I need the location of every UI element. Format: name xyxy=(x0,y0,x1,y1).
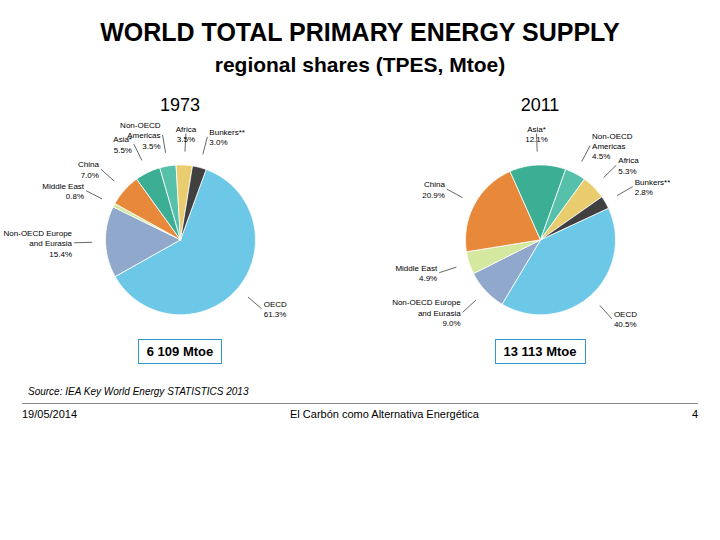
svg-text:China7.0%: China7.0% xyxy=(78,160,99,179)
svg-text:Non-OECDAmericas3.5%: Non-OECDAmericas3.5% xyxy=(120,121,161,151)
svg-text:Non-OECD Europeand Eurasia15.4: Non-OECD Europeand Eurasia15.4% xyxy=(4,229,73,259)
svg-text:Middle East4.9%: Middle East4.9% xyxy=(395,264,438,283)
svg-text:Non-OECD Europeand Eurasia9.0%: Non-OECD Europeand Eurasia9.0% xyxy=(392,298,461,328)
svg-text:Middle East0.8%: Middle East0.8% xyxy=(42,182,85,201)
svg-text:Bunkers**3.0%: Bunkers**3.0% xyxy=(209,128,245,147)
svg-text:Africa5.3%: Africa5.3% xyxy=(618,156,639,175)
svg-text:OECD40.5%: OECD40.5% xyxy=(614,310,637,329)
svg-text:Bunkers**2.8%: Bunkers**2.8% xyxy=(635,178,671,197)
svg-text:OECD61.3%: OECD61.3% xyxy=(264,300,287,319)
svg-text:China20.9%: China20.9% xyxy=(422,180,445,199)
svg-text:Africa3.5%: Africa3.5% xyxy=(176,125,197,144)
svg-text:Asia*12.1%: Asia*12.1% xyxy=(525,125,548,144)
